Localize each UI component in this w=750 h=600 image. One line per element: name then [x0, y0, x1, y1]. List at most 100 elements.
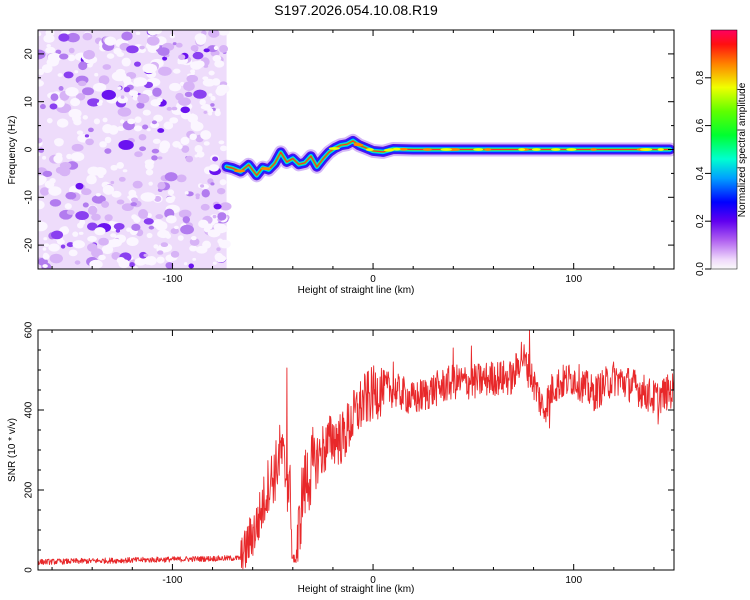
- noise-blob: [139, 251, 148, 259]
- track-hotspot: [422, 148, 432, 151]
- noise-blob: [74, 260, 81, 265]
- noise-blob: [93, 118, 101, 125]
- noise-blob: [159, 140, 171, 151]
- track-hotspot: [451, 148, 460, 151]
- noise-blob: [73, 118, 82, 126]
- noise-blob: [65, 191, 77, 200]
- noise-blob: [53, 154, 63, 164]
- noise-blob: [213, 223, 221, 231]
- colorbar-tick-label: 0.8: [695, 70, 706, 84]
- noise-blob: [183, 81, 195, 92]
- noise-blob: [169, 117, 179, 124]
- noise-blob: [38, 152, 41, 157]
- noise-blob: [121, 57, 131, 67]
- noise-blob: [120, 95, 125, 99]
- colorbar-tick-label: 0.4: [695, 166, 706, 180]
- noise-blob: [126, 227, 132, 232]
- noise-blob: [182, 216, 190, 224]
- noise-blob: [77, 80, 87, 87]
- noise-blob: [91, 194, 106, 204]
- noise-blob: [94, 72, 99, 77]
- noise-blob: [76, 130, 84, 135]
- noise-blob: [116, 256, 126, 264]
- noise-blob: [152, 138, 161, 144]
- noise-blob: [172, 42, 177, 46]
- noise-blob: [178, 54, 186, 60]
- noise-blob: [65, 86, 79, 97]
- noise-blob: [201, 189, 210, 198]
- noise-blob: [93, 166, 107, 177]
- noise-blob: [38, 200, 45, 210]
- noise-blob: [173, 225, 179, 230]
- noise-blob: [195, 245, 208, 254]
- noise-blob: [172, 110, 178, 114]
- noise-blob: [102, 64, 112, 70]
- noise-blob: [220, 145, 228, 152]
- noise-blob: [46, 44, 51, 48]
- x-tick-label: 0: [370, 274, 376, 285]
- x-tick-label: -100: [162, 575, 182, 586]
- noise-blob: [126, 45, 139, 54]
- noise-blob: [58, 166, 71, 177]
- noise-blob: [170, 227, 179, 235]
- x-tick-label: 100: [565, 274, 582, 285]
- noise-blob: [207, 108, 214, 113]
- noise-blob: [180, 136, 190, 145]
- y-tick-label: 0: [24, 146, 35, 152]
- noise-blob: [58, 33, 70, 42]
- noise-blob: [63, 71, 74, 79]
- x-tick-label: 100: [565, 575, 582, 586]
- noise-blob: [49, 199, 62, 207]
- noise-blob: [183, 262, 188, 266]
- noise-blob: [43, 34, 55, 43]
- noise-blob: [194, 144, 203, 153]
- noise-blob: [101, 200, 110, 208]
- noise-blob: [143, 253, 149, 257]
- noise-blob: [79, 61, 87, 67]
- noise-blob: [81, 188, 92, 196]
- noise-blob: [43, 243, 50, 247]
- noise-blob: [45, 46, 56, 54]
- track-hotspot: [399, 147, 408, 151]
- snr-y-label: SNR (10 * v/v): [7, 418, 18, 482]
- noise-blob: [184, 91, 193, 98]
- noise-blob: [144, 159, 155, 166]
- noise-blob: [116, 199, 125, 205]
- noise-blob: [66, 32, 80, 43]
- noise-blob: [60, 244, 66, 249]
- noise-blob: [98, 237, 109, 246]
- noise-blob: [87, 222, 98, 231]
- noise-blob: [169, 82, 182, 92]
- noise-blob: [106, 53, 115, 59]
- noise-blob: [127, 195, 132, 199]
- noise-blob: [199, 98, 206, 106]
- noise-blob: [111, 71, 127, 82]
- noise-blob: [129, 262, 135, 268]
- signal-track: [219, 133, 674, 183]
- noise-blob: [151, 148, 160, 154]
- noise-blob: [146, 128, 151, 132]
- noise-blob: [38, 68, 45, 76]
- noise-blob: [189, 245, 198, 252]
- noise-blob: [186, 74, 199, 83]
- noise-blob: [135, 31, 141, 36]
- colorbar-tick-label: 0.0: [695, 262, 706, 276]
- track-hotspot: [328, 147, 340, 150]
- noise-blob: [203, 110, 208, 114]
- noise-blob: [67, 54, 76, 62]
- noise-blob: [203, 64, 209, 68]
- noise-blob: [218, 140, 225, 145]
- noise-blob: [110, 164, 118, 171]
- noise-blob: [157, 47, 170, 56]
- noise-blob: [156, 256, 165, 264]
- noise-blob: [212, 156, 219, 162]
- noise-blob: [70, 97, 81, 107]
- noise-blob: [162, 56, 168, 61]
- noise-blob: [68, 249, 78, 257]
- noise-blob: [165, 233, 172, 239]
- noise-blob: [157, 128, 165, 133]
- noise-blob: [170, 250, 180, 258]
- noise-blob: [200, 105, 207, 110]
- noise-blob: [113, 222, 125, 230]
